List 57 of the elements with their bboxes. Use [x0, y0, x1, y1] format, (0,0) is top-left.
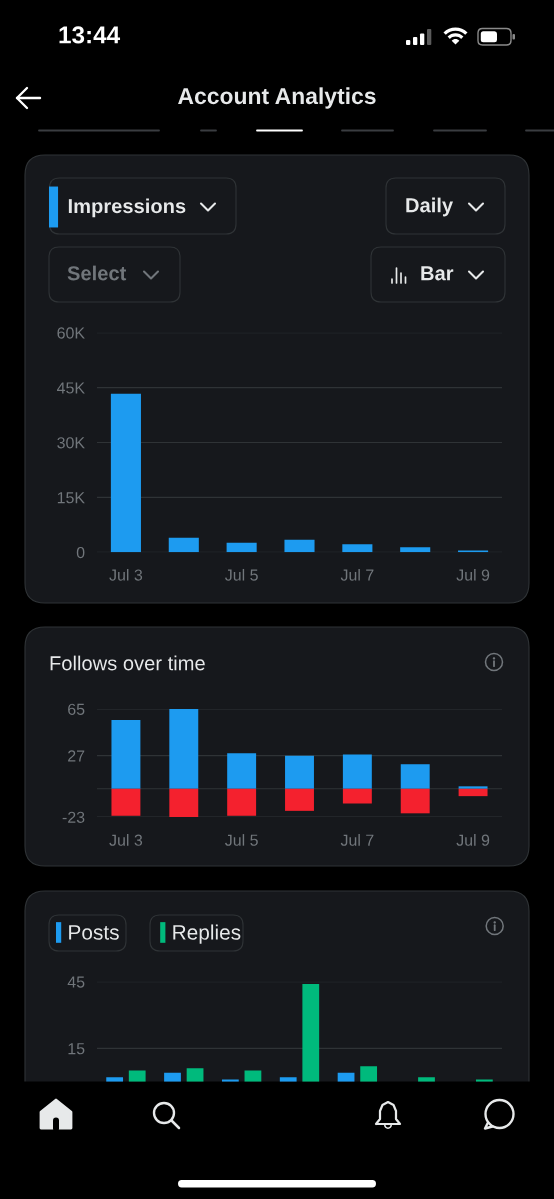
text: 13:44 — [59, 26, 121, 44]
bar — [400, 788, 430, 814]
y-tick-label: 45K — [57, 382, 85, 394]
bar — [168, 537, 199, 553]
y-tick-label: 15K — [57, 492, 85, 504]
bar — [284, 539, 315, 553]
bar — [360, 1066, 378, 1082]
bar — [475, 1079, 493, 1082]
text: Daily — [406, 197, 454, 217]
x-tick-label: Jul 5 — [225, 568, 258, 581]
y-tick-label: 65 — [68, 703, 85, 715]
bar — [111, 720, 141, 789]
x-tick-label: Jul 5 — [225, 834, 258, 846]
text: Bar — [421, 266, 454, 281]
bar — [111, 788, 141, 816]
bar — [186, 1068, 204, 1082]
bar — [400, 764, 430, 789]
bar — [285, 788, 314, 811]
x-tick-label: Jul 9 — [456, 834, 490, 846]
bar — [342, 754, 372, 789]
bar — [458, 788, 488, 797]
bar — [458, 786, 488, 789]
y-tick-label: 60K — [57, 327, 85, 339]
bar — [342, 788, 372, 804]
x-tick-label: Jul 3 — [109, 834, 143, 846]
x-tick-label: Jul 7 — [340, 834, 374, 846]
bar — [418, 1077, 435, 1082]
bar — [164, 1072, 181, 1082]
y-tick-label: 27 — [68, 750, 85, 762]
bar — [279, 1077, 297, 1082]
bar — [106, 1077, 124, 1082]
bar — [221, 1079, 239, 1082]
text: Select — [67, 265, 127, 281]
legend-label: Impressions — [68, 198, 186, 218]
text: Account Analytics — [178, 87, 376, 109]
bar — [110, 393, 141, 553]
bar — [226, 542, 257, 553]
bar — [128, 1070, 146, 1082]
y-tick-label: 30K — [57, 437, 85, 449]
y-tick-label: -23 — [62, 811, 85, 823]
bar — [302, 983, 320, 1082]
bar — [342, 544, 373, 553]
y-tick-label: 0 — [76, 546, 85, 559]
bar — [227, 788, 257, 816]
bar — [285, 755, 314, 789]
bar — [169, 788, 199, 817]
x-tick-label: Jul 9 — [456, 568, 490, 581]
x-tick-label: Jul 7 — [340, 568, 374, 581]
y-tick-label: 15 — [68, 1043, 85, 1055]
bar — [227, 753, 257, 789]
bar — [169, 709, 199, 789]
bar — [400, 547, 431, 553]
legend-label: Posts — [69, 925, 119, 940]
chart-title: Follows over time — [50, 655, 205, 671]
legend-label: Replies — [173, 924, 241, 944]
y-tick-label: 45 — [67, 976, 85, 988]
x-tick-label: Jul 3 — [109, 568, 143, 581]
